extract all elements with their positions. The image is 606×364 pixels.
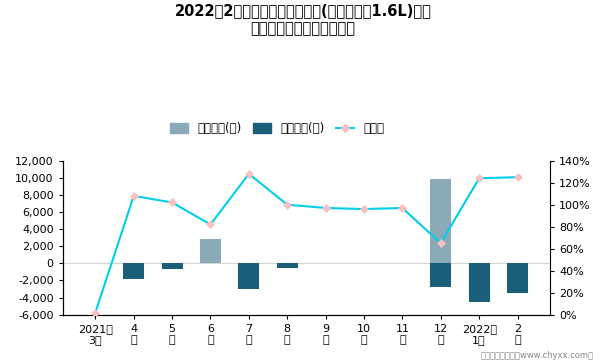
Bar <box>238 264 259 289</box>
Bar <box>277 264 298 268</box>
Legend: 积压库存(辆), 清仓库存(辆), 产销率: 积压库存(辆), 清仓库存(辆), 产销率 <box>165 117 389 140</box>
Bar <box>430 179 451 264</box>
Text: 制图：智研咨询（www.chyxx.com）: 制图：智研咨询（www.chyxx.com） <box>481 351 594 360</box>
Bar <box>200 240 221 264</box>
Bar <box>468 264 490 302</box>
Bar <box>315 262 336 264</box>
Text: 2022年2月轩逸旗下最畅销轿车(新轩逸经典1.6L)近一
年库存情况及产销率统计图: 2022年2月轩逸旗下最畅销轿车(新轩逸经典1.6L)近一 年库存情况及产销率统… <box>175 4 431 36</box>
Bar <box>123 264 144 279</box>
Bar <box>392 262 413 264</box>
Bar <box>507 264 528 293</box>
Bar <box>430 264 451 287</box>
Bar <box>162 264 182 269</box>
